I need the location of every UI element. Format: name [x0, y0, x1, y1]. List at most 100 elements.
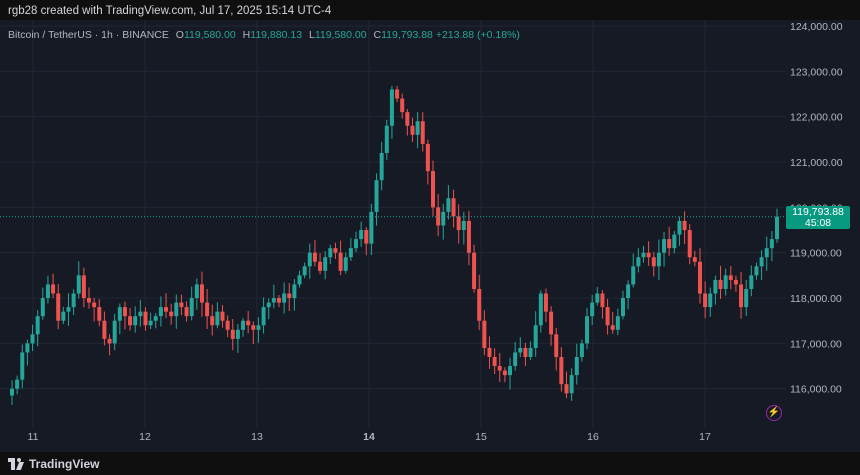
candle-up: [374, 180, 379, 212]
candle-up: [379, 152, 384, 181]
candle-up: [595, 293, 600, 303]
candle-up: [261, 307, 266, 326]
candle-up: [749, 275, 754, 289]
y-axis-tick-label: 117,000.00: [790, 338, 842, 350]
candle-down: [230, 329, 235, 339]
candlestick-chart[interactable]: 124,000.00 123,000.00 122,000.00 121,000.00…: [0, 0, 860, 452]
candle-down: [405, 112, 410, 126]
candle-down: [543, 293, 548, 312]
candle-down: [164, 307, 169, 312]
candle-down: [477, 288, 482, 321]
current-price-label: 119,793.88: [792, 206, 844, 218]
candle-down: [102, 320, 107, 339]
candle-up: [677, 220, 682, 235]
x-axis-tick-label: 16: [587, 431, 599, 443]
candle-up: [117, 307, 122, 321]
candle-up: [348, 248, 353, 258]
candle-down: [246, 320, 251, 326]
candle-down: [395, 89, 400, 99]
low-value: 119,580.00: [314, 29, 367, 41]
candle-down: [559, 356, 564, 385]
candle-up: [775, 216, 779, 240]
candle-down: [425, 143, 430, 172]
candle-up: [215, 311, 220, 326]
candle-down: [733, 279, 738, 285]
candle-down: [610, 325, 615, 330]
candle-down: [728, 275, 733, 280]
candle-up: [415, 121, 420, 135]
brand-label: TradingView: [29, 457, 100, 471]
candle-up: [174, 302, 179, 317]
current-price-tag: 119,793.88 45:08: [786, 206, 850, 229]
chart-area[interactable]: [0, 20, 860, 452]
candle-up: [307, 252, 312, 267]
candle-up: [71, 293, 76, 308]
candle-down: [651, 257, 656, 267]
open-label: O: [175, 29, 184, 41]
change-value: +213.88 (+0.18%): [435, 29, 520, 41]
candle-up: [148, 320, 153, 326]
candle-up: [153, 316, 158, 321]
candle-up: [369, 211, 374, 244]
candle-up: [353, 239, 358, 249]
candle-down: [318, 261, 323, 271]
candle-down: [400, 98, 405, 113]
candle-down: [184, 307, 189, 317]
candle-down: [128, 316, 133, 326]
candle-up: [20, 352, 25, 380]
candle-down: [312, 252, 317, 262]
candle-up: [662, 239, 667, 253]
candle-up: [292, 284, 297, 299]
candle-up: [615, 316, 620, 330]
candle-up: [235, 329, 240, 339]
candle-up: [579, 343, 584, 357]
candle-down: [56, 293, 61, 321]
candle-down: [92, 302, 97, 308]
candle-up: [241, 320, 246, 330]
candle-down: [199, 284, 204, 303]
candle-down: [220, 311, 225, 321]
close-value: 119,793.88: [381, 29, 433, 41]
candle-up: [759, 257, 764, 267]
candle-up: [513, 352, 518, 367]
candle-down: [554, 334, 559, 357]
candle-down: [718, 279, 723, 289]
lightning-bolt-icon[interactable]: ⚡: [766, 405, 782, 421]
candle-up: [359, 230, 364, 240]
candle-down: [431, 171, 436, 208]
candle-up: [641, 252, 646, 258]
candle-up: [538, 293, 543, 326]
candle-up: [636, 257, 641, 267]
candle-down: [81, 275, 86, 299]
candle-down: [703, 293, 708, 308]
candle-up: [620, 298, 625, 317]
candle-down: [739, 284, 744, 308]
candle-up: [764, 248, 769, 258]
y-axis-tick-label: 122,000.00: [790, 112, 843, 124]
bar-countdown-label: 45:08: [804, 217, 832, 229]
high-label: H: [242, 29, 251, 41]
x-axis-tick-label: 17: [699, 431, 711, 443]
candle-up: [30, 334, 35, 344]
candle-up: [446, 198, 451, 212]
candle-up: [302, 266, 307, 276]
candle-up: [461, 220, 466, 231]
candle-down: [276, 298, 281, 303]
ohlc-legend: Bitcoin / TetherUS · 1h · BINANCE O119,5…: [8, 29, 520, 41]
candle-down: [482, 320, 487, 348]
candle-down: [87, 298, 92, 303]
candle-down: [122, 307, 127, 317]
y-axis-tick-label: 118,000.00: [790, 293, 842, 305]
y-axis-tick-label: 124,000.00: [790, 21, 843, 33]
open-value: 119,580.00: [183, 29, 236, 41]
y-axis-tick-label: 116,000.00: [790, 384, 842, 396]
candle-up: [769, 239, 774, 249]
candle-up: [66, 307, 71, 312]
tradingview-logo[interactable]: TradingView: [8, 457, 99, 471]
candle-up: [508, 366, 513, 376]
candle-up: [723, 275, 728, 289]
candle-up: [343, 257, 348, 271]
candle-down: [600, 293, 605, 308]
candle-up: [35, 316, 40, 335]
candle-down: [451, 198, 456, 217]
